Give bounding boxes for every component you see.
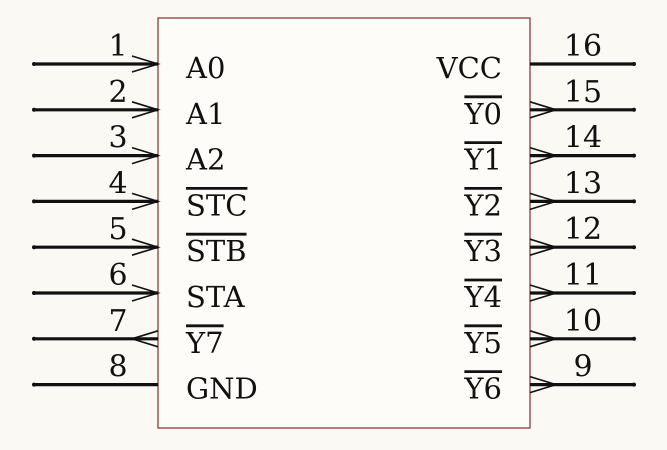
pin-number: 16 xyxy=(564,29,602,64)
pin-endpoint xyxy=(632,153,636,158)
pin-name-gnd: GND xyxy=(186,372,258,406)
pin-name-a1: A1 xyxy=(185,97,225,131)
pin-number: 12 xyxy=(564,212,602,247)
pin-8: 8 GND xyxy=(32,350,258,406)
pin-endpoint xyxy=(32,153,36,158)
pin-name-y0: Y0 xyxy=(463,97,502,131)
pin-endpoint xyxy=(32,382,36,387)
pin-13: 13 Y2 xyxy=(463,166,636,222)
pin-endpoint xyxy=(632,336,636,341)
pin-name-sta: STA xyxy=(186,280,246,314)
pin-endpoint xyxy=(632,107,636,112)
pin-6: 6 STA xyxy=(32,258,246,314)
pin-number: 11 xyxy=(564,258,602,293)
output-arrow-symbol xyxy=(529,101,559,119)
pin-10: 10 Y5 xyxy=(463,304,636,360)
pin-name-vcc: VCC xyxy=(436,51,502,85)
pin-15: 15 Y0 xyxy=(463,75,636,131)
pin-number: 15 xyxy=(564,75,602,110)
pin-number: 8 xyxy=(108,350,127,385)
left-pin-group: 1 A0 2 A1 3 A2 4 STC 5 STB 6 STA 7 Y7 8 GND xyxy=(32,29,258,406)
pin-7: 7 Y7 xyxy=(32,304,224,360)
right-pin-group: 16 VCC 15 Y0 14 Y1 13 Y2 12 Y3 11 Y4 10 Y5 9 Y6 xyxy=(436,29,636,406)
pin-number: 5 xyxy=(108,212,127,247)
pin-name-y6: Y6 xyxy=(463,372,502,406)
input-arrow-symbol xyxy=(131,146,161,165)
input-arrow-symbol xyxy=(131,238,161,256)
pin-endpoint xyxy=(632,245,636,250)
pin-name-a0: A0 xyxy=(185,51,225,85)
output-arrow-symbol xyxy=(529,375,559,394)
pin-endpoint xyxy=(632,199,636,204)
pin-name-y2: Y2 xyxy=(463,188,502,222)
pin-number: 14 xyxy=(564,121,602,156)
pin-11: 11 Y4 xyxy=(463,258,636,314)
pin-1: 1 A0 xyxy=(32,29,225,85)
pin-4: 4 STC xyxy=(32,166,248,222)
pin-9: 9 Y6 xyxy=(463,350,636,406)
pin-name-stc: STC xyxy=(186,188,247,222)
output-arrow-symbol xyxy=(529,146,559,165)
pin-endpoint xyxy=(32,291,36,295)
pin-number: 13 xyxy=(564,166,602,201)
pin-endpoint xyxy=(632,62,636,66)
pin-name-stb: STB xyxy=(186,234,247,268)
output-arrow-symbol xyxy=(529,192,559,211)
pin-endpoint xyxy=(32,245,36,250)
output-arrow-symbol xyxy=(529,238,559,256)
pin-endpoint xyxy=(632,382,636,387)
pin-number: 10 xyxy=(564,304,602,339)
pin-3: 3 A2 xyxy=(32,121,225,177)
pin-name-y5: Y5 xyxy=(463,326,502,360)
pin-name-y7: Y7 xyxy=(185,326,224,360)
output-arrow-symbol xyxy=(129,330,159,348)
pin-number: 7 xyxy=(108,304,127,339)
input-arrow-symbol xyxy=(131,101,161,119)
input-arrow-symbol xyxy=(131,284,161,302)
pin-12: 12 Y3 xyxy=(463,212,636,268)
pin-number: 2 xyxy=(108,75,127,110)
pin-name-y1: Y1 xyxy=(463,143,502,177)
pin-name-y4: Y4 xyxy=(463,280,502,314)
output-arrow-symbol xyxy=(529,330,559,348)
pin-16: 16 VCC xyxy=(436,29,636,85)
pin-number: 6 xyxy=(108,258,127,293)
output-arrow-symbol xyxy=(529,284,559,302)
ic-body-outline xyxy=(157,17,531,429)
pin-number: 1 xyxy=(108,29,127,64)
input-arrow-symbol xyxy=(131,192,161,211)
pin-endpoint xyxy=(32,107,36,112)
pin-endpoint xyxy=(32,62,36,66)
pin-endpoint xyxy=(632,291,636,295)
pin-14: 14 Y1 xyxy=(463,121,636,177)
pin-endpoint xyxy=(32,336,36,341)
pin-endpoint xyxy=(32,199,36,204)
input-arrow-symbol xyxy=(131,55,161,73)
pin-number: 9 xyxy=(573,350,592,385)
pin-number: 3 xyxy=(108,121,127,156)
pin-5: 5 STB xyxy=(32,212,247,268)
pin-name-a2: A2 xyxy=(185,143,225,177)
pin-number: 4 xyxy=(108,166,127,201)
pin-2: 2 A1 xyxy=(32,75,225,131)
pin-name-y3: Y3 xyxy=(463,234,502,268)
